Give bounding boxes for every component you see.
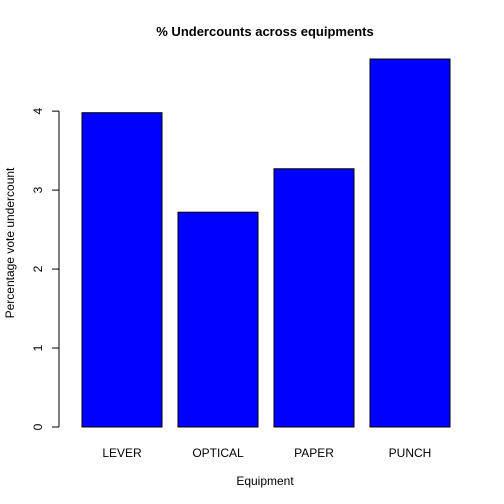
- y-tick-label: 1: [31, 344, 45, 351]
- y-tick-label: 3: [31, 186, 45, 193]
- y-tick-label: 2: [31, 265, 45, 272]
- y-axis-label: Percentage vote undercount: [3, 167, 17, 318]
- bar-punch: [370, 59, 450, 427]
- x-tick-label-optical: OPTICAL: [192, 446, 244, 460]
- x-tick-label-lever: LEVER: [102, 446, 142, 460]
- bar-optical: [178, 212, 258, 427]
- bar-paper: [274, 169, 354, 427]
- x-tick-label-paper: PAPER: [294, 446, 334, 460]
- y-tick-label: 0: [31, 423, 45, 430]
- bars: [82, 59, 450, 427]
- x-axis-label: Equipment: [236, 474, 294, 488]
- bar-lever: [82, 113, 162, 427]
- y-axis: 0 1 2 3 4: [31, 107, 59, 430]
- x-tick-label-punch: PUNCH: [389, 446, 432, 460]
- chart-title: % Undercounts across equipments: [156, 24, 373, 39]
- x-tick-labels: LEVER OPTICAL PAPER PUNCH: [102, 446, 431, 460]
- y-tick-label: 4: [31, 107, 45, 114]
